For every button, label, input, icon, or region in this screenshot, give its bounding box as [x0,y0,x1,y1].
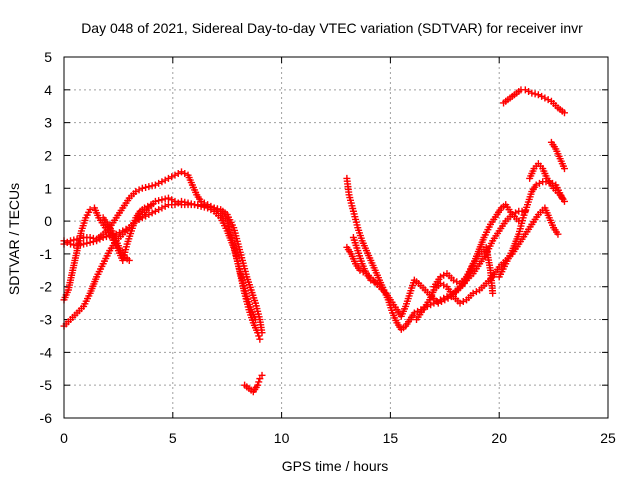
y-tick-label: -2 [40,279,53,295]
x-axis-label: GPS time / hours [282,458,389,474]
data-point [147,201,155,209]
data-point [151,197,159,205]
data-point-interp [255,378,263,386]
y-tick-label: 0 [44,213,52,229]
y-tick-label: 4 [44,82,52,98]
y-tick-label: 5 [44,49,52,65]
data-point-interp [194,202,202,210]
data-point [158,196,166,204]
data-point-interp [213,205,221,213]
data-point-interp [89,234,97,242]
data-point [256,335,264,343]
y-tick-label: -1 [40,246,53,262]
data-point-interp [161,195,169,203]
y-tick-label: 2 [44,147,52,163]
data-point [80,240,88,248]
x-tick-label: 25 [600,430,616,446]
y-tick-label: -3 [40,312,53,328]
data-points [60,86,568,396]
data-point [373,279,381,287]
data-point-interp [155,197,163,205]
data-point [560,197,568,205]
x-tick-label: 20 [491,430,507,446]
chart-title: Day 048 of 2021, Sidereal Day-to-day VTE… [81,20,583,36]
plot-frame [63,56,609,419]
y-tick-label: 3 [44,115,52,131]
data-point-interp [255,332,263,340]
data-point [145,183,153,191]
data-point [210,204,218,212]
data-point [560,165,568,173]
x-tick-label: 5 [169,430,177,446]
data-point [554,230,562,238]
x-tick-label: 15 [383,430,399,446]
data-point-interp [148,182,156,190]
data-point [254,381,262,389]
data-point [138,184,146,192]
data-point [125,256,133,264]
grid-lines [64,57,608,418]
data-point [560,109,568,117]
x-tick-label: 10 [274,430,290,446]
data-point-interp [531,90,539,98]
data-point [528,89,536,97]
x-tick-label: 0 [60,430,68,446]
y-axis-label: SDTVAR / TECUs [6,183,22,295]
data-point [489,289,497,297]
y-tick-label: -4 [40,344,53,360]
data-point [258,329,266,337]
data-point-interp [142,183,150,191]
y-tick-label: -5 [40,377,53,393]
data-point [67,237,75,245]
y-tick-label: -6 [40,410,53,426]
y-tick-labels: -6 -5 -4 -3 -2 -1 0 1 2 3 4 5 [40,49,53,426]
data-point-interp [70,236,78,244]
data-point [86,206,94,214]
data-point [258,371,266,379]
data-point [191,201,199,209]
y-tick-label: 1 [44,180,52,196]
x-tick-labels: 0 5 10 15 20 25 [60,430,616,446]
data-point [86,234,94,241]
